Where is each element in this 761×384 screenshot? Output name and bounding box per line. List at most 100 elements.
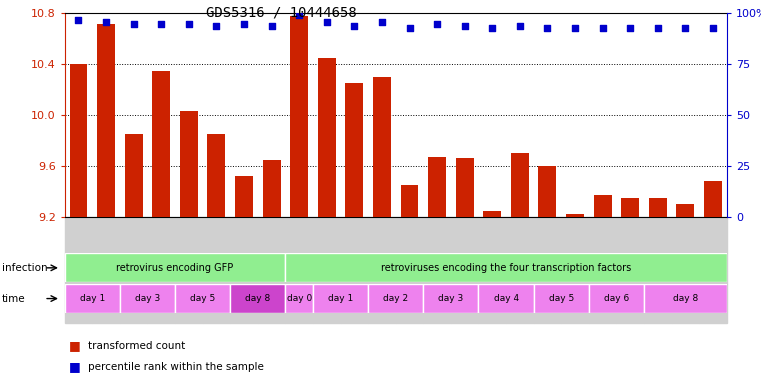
Point — [100, 18, 112, 25]
Bar — [451, 217, 479, 323]
Bar — [428, 157, 446, 217]
Point — [403, 25, 416, 31]
Bar — [345, 83, 363, 217]
Point — [597, 25, 609, 31]
Text: day 5: day 5 — [190, 294, 215, 303]
Bar — [566, 214, 584, 217]
Bar — [699, 217, 727, 323]
Text: day 3: day 3 — [135, 294, 160, 303]
Point — [486, 25, 498, 31]
Bar — [258, 217, 285, 323]
Bar — [313, 217, 340, 323]
Bar — [69, 65, 88, 217]
Bar — [65, 253, 285, 282]
Bar — [368, 217, 396, 323]
Bar — [373, 77, 391, 217]
Bar — [92, 217, 120, 323]
Bar — [621, 198, 639, 217]
Point — [320, 18, 333, 25]
Point — [624, 25, 636, 31]
Bar — [533, 217, 561, 323]
Point — [569, 25, 581, 31]
Point — [541, 25, 553, 31]
Bar — [180, 111, 198, 217]
Bar — [119, 284, 175, 313]
Point — [680, 25, 692, 31]
Bar — [152, 71, 170, 217]
Bar — [479, 284, 533, 313]
Text: ■: ■ — [68, 360, 80, 373]
Bar — [368, 284, 423, 313]
Bar — [677, 204, 694, 217]
Text: percentile rank within the sample: percentile rank within the sample — [88, 362, 263, 372]
Bar — [479, 217, 506, 323]
Text: retroviruses encoding the four transcription factors: retroviruses encoding the four transcrip… — [381, 263, 631, 273]
Bar — [644, 217, 671, 323]
Bar — [511, 153, 529, 217]
Text: GDS5316 / 10444658: GDS5316 / 10444658 — [206, 6, 357, 20]
Text: day 6: day 6 — [603, 294, 629, 303]
Bar — [263, 160, 281, 217]
Point — [128, 20, 140, 26]
Text: ■: ■ — [68, 339, 80, 352]
Text: day 1: day 1 — [328, 294, 353, 303]
Bar — [120, 217, 148, 323]
Bar — [644, 284, 727, 313]
Bar — [594, 195, 612, 217]
Bar — [175, 284, 230, 313]
Point — [183, 20, 195, 26]
Point — [210, 23, 222, 29]
Bar — [423, 284, 479, 313]
Text: day 0: day 0 — [287, 294, 312, 303]
Point — [155, 20, 167, 26]
Bar — [561, 217, 589, 323]
Bar — [230, 284, 285, 313]
Bar — [456, 159, 473, 217]
Bar — [533, 284, 589, 313]
Bar — [285, 253, 727, 282]
Text: day 3: day 3 — [438, 294, 463, 303]
Bar — [671, 217, 699, 323]
Bar — [148, 217, 175, 323]
Bar — [97, 24, 115, 217]
Point — [238, 20, 250, 26]
Point — [651, 25, 664, 31]
Bar — [400, 185, 419, 217]
Bar — [616, 217, 644, 323]
Point — [266, 23, 278, 29]
Bar — [396, 217, 423, 323]
Point — [293, 12, 305, 18]
Bar — [285, 284, 313, 313]
Bar — [649, 198, 667, 217]
Bar — [318, 58, 336, 217]
Bar — [589, 217, 616, 323]
Bar — [208, 134, 225, 217]
Bar — [125, 134, 142, 217]
Bar — [539, 166, 556, 217]
Bar — [290, 16, 308, 217]
Text: retrovirus encoding GFP: retrovirus encoding GFP — [116, 263, 234, 273]
Point — [376, 18, 388, 25]
Bar — [65, 284, 119, 313]
Bar — [230, 217, 258, 323]
Point — [707, 25, 719, 31]
Text: transformed count: transformed count — [88, 341, 185, 351]
Bar — [202, 217, 230, 323]
Point — [349, 23, 361, 29]
Bar — [423, 217, 451, 323]
Text: day 2: day 2 — [383, 294, 409, 303]
Point — [459, 23, 471, 29]
Bar — [341, 217, 368, 323]
Bar — [175, 217, 202, 323]
Text: day 1: day 1 — [80, 294, 105, 303]
Text: day 5: day 5 — [549, 294, 574, 303]
Bar — [506, 217, 533, 323]
Text: time: time — [2, 293, 25, 304]
Bar — [65, 217, 92, 323]
Bar — [704, 181, 722, 217]
Text: day 8: day 8 — [673, 294, 698, 303]
Point — [431, 20, 443, 26]
Text: day 4: day 4 — [493, 294, 519, 303]
Point — [514, 23, 526, 29]
Bar — [589, 284, 644, 313]
